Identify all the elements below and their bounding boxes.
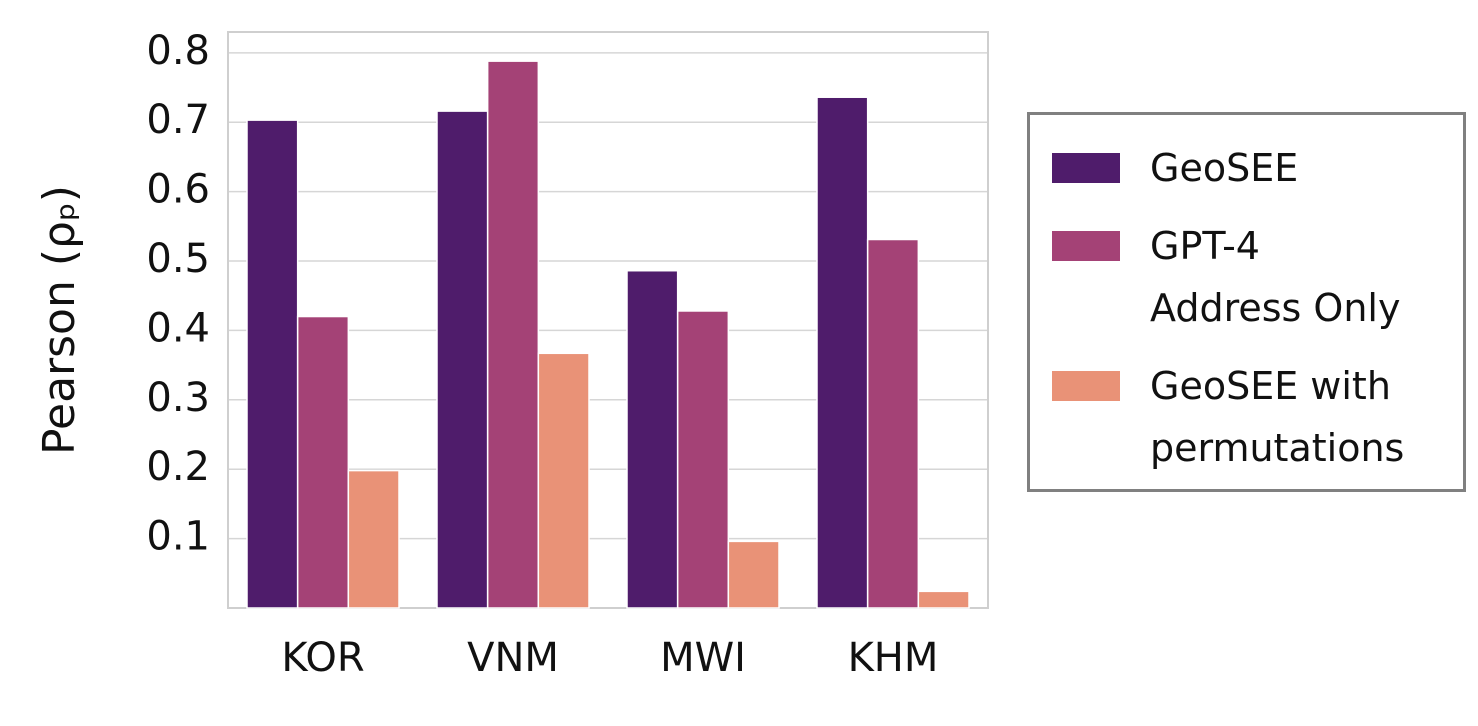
- bar: [676, 310, 730, 609]
- bar: [246, 119, 299, 609]
- x-tick-label: MWI: [660, 635, 746, 681]
- y-tick-label: 0.1: [146, 514, 210, 560]
- bar: [486, 60, 540, 609]
- y-tick-label: 0.7: [146, 97, 210, 143]
- y-tick-label: 0.3: [146, 375, 210, 421]
- legend-entry: GeoSEE with permutations: [1030, 355, 1463, 479]
- bar: [347, 469, 400, 609]
- bar: [537, 352, 590, 609]
- y-tick-label: 0.8: [146, 28, 210, 74]
- legend-swatch: [1052, 371, 1120, 401]
- y-axis-label: Pearson (ρₚ): [34, 185, 85, 455]
- x-tick-label: KHM: [848, 635, 939, 681]
- x-tick-label: KOR: [281, 635, 364, 681]
- plot-border: [227, 31, 989, 609]
- legend-swatch: [1052, 153, 1120, 183]
- bar: [866, 238, 920, 609]
- bar: [816, 96, 869, 609]
- x-tick-label: VNM: [467, 635, 559, 681]
- legend: GeoSEE GPT-4 Address Only GeoSEE with perm…: [1027, 112, 1466, 492]
- y-tick-label: 0.4: [146, 305, 210, 351]
- bar: [917, 590, 970, 609]
- legend-label: GeoSEE with permutations: [1150, 364, 1405, 470]
- bar: [436, 110, 489, 609]
- legend-entry: GPT-4 Address Only: [1030, 215, 1463, 339]
- y-tick-label: 0.2: [146, 444, 210, 490]
- legend-label: GeoSEE: [1150, 146, 1299, 190]
- bar: [296, 315, 350, 609]
- y-tick-label: 0.5: [146, 236, 210, 282]
- legend-swatch: [1052, 231, 1120, 261]
- y-tick-label: 0.6: [146, 167, 210, 213]
- bar: [727, 540, 780, 609]
- legend-label: GPT-4 Address Only: [1150, 224, 1401, 330]
- legend-entry: GeoSEE: [1030, 137, 1463, 199]
- bar: [626, 269, 679, 609]
